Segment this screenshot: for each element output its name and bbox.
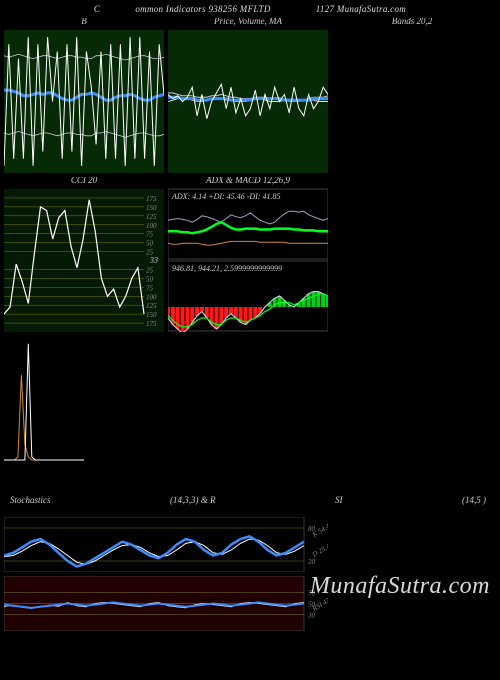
svg-text:20: 20	[308, 558, 316, 566]
price-ma-title: Price, Volume, MA	[168, 18, 328, 26]
svg-text:175: 175	[146, 195, 157, 203]
svg-text:50: 50	[146, 240, 154, 248]
svg-text:100: 100	[146, 293, 157, 301]
watermark: MunafaSutra.com	[310, 573, 490, 600]
bollinger-panel: B	[4, 18, 164, 173]
bands-title: Bands 20,2	[332, 18, 492, 26]
price-ma-panel: Price, Volume, MA	[168, 18, 328, 173]
header-right: 1127 MunafaSutra.com	[316, 4, 406, 14]
price-ma-chart	[168, 18, 328, 173]
cci-panel: CCI 20 175150125100755025255075100125150…	[4, 177, 164, 332]
bands-panel: Bands 20,2	[332, 18, 492, 173]
svg-text:75: 75	[146, 231, 154, 239]
svg-text:175: 175	[146, 320, 157, 328]
adx-macd-title: ADX & MACD 12,26,9	[168, 177, 328, 185]
cci-title: CCI 20	[4, 177, 164, 185]
svg-text:150: 150	[146, 311, 157, 319]
page-header: C ommon Indicators 938256 MFLTD 1127 Mun…	[0, 0, 500, 16]
cci-chart: 17515012510075502525507510012515017533	[4, 177, 164, 332]
svg-text:125: 125	[146, 213, 157, 221]
bollinger-title: B	[4, 18, 164, 26]
empty-r2c3	[332, 177, 492, 332]
spike-panel	[4, 336, 164, 491]
empty-r3c2	[168, 336, 328, 491]
stoch-label-mid: (14,3,3) & R	[170, 495, 216, 513]
svg-text:33: 33	[149, 256, 158, 265]
adx-macd-chart: ADX: 4.14 +DI: 45.46 -DI: 41.85946.81, 9…	[168, 177, 328, 332]
stoch-title-row: Stochastics (14,3,3) & R SI (14,5 )	[4, 495, 492, 513]
svg-text:100: 100	[146, 222, 157, 230]
stoch-label-mid2: SI	[335, 495, 343, 513]
spike-chart	[4, 336, 164, 491]
svg-text:ADX: 4.14 +DI: 45.46 -DI:: ADX: 4.14 +DI: 45.46 -DI: 41.85	[171, 192, 281, 201]
svg-text:75: 75	[146, 284, 154, 292]
svg-text:50: 50	[146, 275, 154, 283]
bollinger-chart	[4, 18, 164, 173]
stoch-label-right: (14,5 )	[462, 495, 486, 513]
header-left: C	[94, 4, 100, 14]
svg-text:946.81, 944.21, 2.5999999999: 946.81, 944.21, 2.5999999999999	[172, 264, 282, 273]
svg-text:D 25.4: D 25.4	[310, 542, 328, 559]
stoch-label-left: Stochastics	[10, 495, 51, 513]
rsi-panel: 705030RSI 47	[4, 576, 328, 631]
empty-r3c3	[332, 336, 492, 491]
svg-text:25: 25	[146, 266, 154, 274]
stoch-panel: 8020K 54.4D 25.4	[4, 517, 328, 572]
svg-text:125: 125	[146, 302, 157, 310]
adx-macd-panel: ADX & MACD 12,26,9 ADX: 4.14 +DI: 45.46 …	[168, 177, 328, 332]
stoch-chart: 8020K 54.4D 25.4	[4, 517, 328, 572]
header-center: ommon Indicators 938256 MFLTD	[135, 4, 270, 14]
rsi-chart: 705030RSI 47	[4, 576, 328, 631]
svg-text:150: 150	[146, 204, 157, 212]
bottom-charts: 8020K 54.4D 25.4 705030RSI 47	[4, 517, 328, 631]
